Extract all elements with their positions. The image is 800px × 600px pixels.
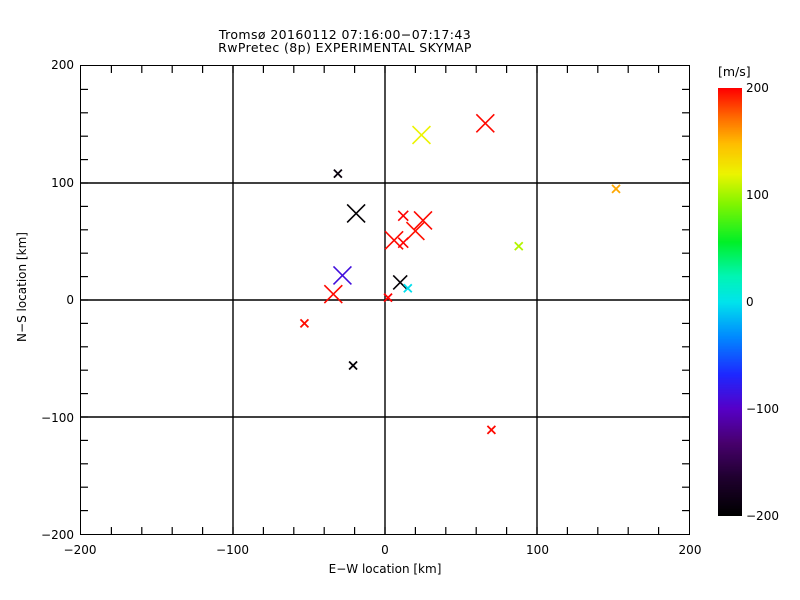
- data-point: [413, 210, 433, 230]
- data-point: [323, 284, 343, 304]
- data-point: [403, 283, 413, 293]
- marker-stroke: [397, 237, 409, 249]
- colorbar-tick-label: −200: [746, 509, 779, 523]
- figure-title: Tromsø 20160112 07:16:00−07:17:43 RwPret…: [0, 28, 690, 54]
- data-point: [299, 318, 310, 329]
- x-axis-title: E−W location [km]: [328, 562, 442, 576]
- data-point: [486, 425, 497, 435]
- marker-stroke: [413, 210, 433, 230]
- y-tick-label: 0: [66, 293, 74, 307]
- y-tick-label: −200: [41, 528, 74, 542]
- data-point: [405, 221, 425, 241]
- marker-stroke: [486, 425, 497, 435]
- y-tick-label: −100: [41, 410, 74, 425]
- marker-stroke: [475, 113, 495, 133]
- data-point: [411, 125, 432, 145]
- colorbar-tick-label: 0: [746, 295, 754, 309]
- marker-stroke: [383, 293, 393, 303]
- data-point: [348, 360, 358, 371]
- marker-stroke: [348, 360, 358, 371]
- plot-area: [80, 65, 690, 535]
- x-tick-label: 200: [678, 543, 702, 557]
- title-line-1: Tromsø 20160112 07:16:00−07:17:43: [218, 27, 472, 42]
- x-tick-label: 0: [381, 543, 389, 557]
- marker-stroke: [384, 230, 404, 250]
- marker-stroke: [405, 221, 425, 241]
- data-point: [333, 169, 343, 179]
- marker-stroke: [392, 274, 408, 290]
- marker-stroke: [332, 265, 352, 285]
- scatter-plot-canvas: [81, 66, 689, 534]
- marker-stroke: [514, 241, 524, 251]
- x-tick-label: −100: [216, 543, 249, 557]
- data-point: [383, 293, 393, 303]
- marker-stroke: [403, 283, 413, 293]
- x-tick-label: −200: [63, 543, 97, 557]
- title-line-2: RwPretec (8p) EXPERIMENTAL SKYMAP: [218, 40, 472, 55]
- colorbar-gradient: [718, 88, 742, 516]
- y-tick-label: 200: [51, 58, 74, 72]
- marker-stroke: [397, 210, 409, 222]
- data-point: [611, 184, 621, 194]
- colorbar-tick-label: 200: [746, 81, 769, 95]
- data-point: [397, 237, 409, 249]
- marker-stroke: [411, 125, 432, 145]
- marker-stroke: [323, 284, 343, 304]
- colorbar-tick-label: 100: [746, 188, 769, 202]
- data-point: [514, 241, 524, 251]
- marker-stroke: [333, 169, 343, 179]
- data-point: [397, 210, 409, 222]
- data-point: [392, 274, 408, 290]
- y-axis-title: N−S location [km]: [15, 232, 29, 342]
- marker-stroke: [299, 318, 310, 329]
- colorbar-unit-label: [m/s]: [718, 64, 751, 79]
- marker-stroke: [611, 184, 621, 194]
- data-point: [475, 113, 495, 133]
- y-tick-label: 100: [51, 175, 74, 190]
- x-tick-label: 100: [526, 543, 549, 557]
- marker-stroke: [346, 203, 366, 223]
- data-point: [332, 265, 352, 285]
- colorbar-tick-label: −100: [746, 402, 779, 416]
- data-point: [346, 203, 366, 223]
